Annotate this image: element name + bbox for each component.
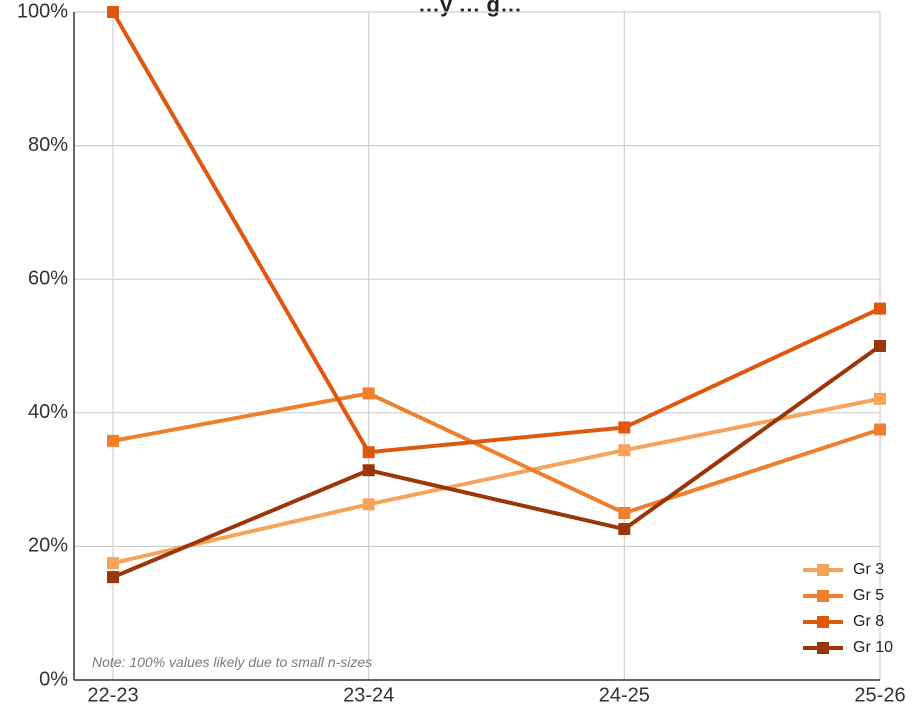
data-point: [874, 302, 886, 315]
data-point: [874, 340, 886, 352]
data-point: [618, 523, 631, 536]
legend-swatch-marker: [817, 564, 829, 576]
y-tick-label: 80%: [28, 134, 68, 156]
x-tick-label: 23-24: [343, 684, 394, 706]
data-point: [107, 434, 119, 447]
legend-swatch-marker: [817, 616, 829, 628]
grid-lines: [74, 11, 881, 680]
axes: 0% 20% 40% 60% 80% 100% 22-23 23-24 24-25 25-26: [17, 0, 906, 706]
legend: Gr 3 Gr 5 Gr 8 Gr 10: [803, 561, 893, 656]
y-tick-label: 60%: [28, 267, 68, 289]
data-point: [362, 464, 375, 477]
data-point: [618, 444, 631, 457]
series-line: [112, 344, 882, 579]
data-point: [618, 507, 631, 519]
y-tick-label: 0%: [39, 668, 68, 690]
data-point: [874, 423, 886, 436]
legend-swatch-marker: [817, 590, 829, 602]
legend-swatch-marker: [817, 642, 829, 654]
data-point: [362, 446, 375, 459]
legend-label: Gr 8: [853, 613, 884, 630]
series-line: [112, 396, 881, 566]
x-tick-label: 24-25: [599, 684, 650, 706]
series-line: [111, 10, 881, 455]
y-tick-label: 40%: [28, 401, 68, 423]
x-tick-label: 25-26: [854, 684, 905, 706]
data-point: [107, 6, 119, 18]
y-tick-label: 100%: [17, 0, 68, 22]
data-point: [107, 571, 119, 584]
data-point: [362, 387, 375, 400]
y-tick-label: 20%: [28, 535, 68, 557]
legend-label: Gr 10: [853, 639, 893, 656]
chart-annotation: Note: 100% values likely due to small n-…: [92, 654, 372, 670]
data-point: [107, 557, 119, 570]
legend-label: Gr 3: [853, 561, 884, 578]
legend-label: Gr 5: [853, 587, 884, 604]
data-point: [618, 421, 631, 434]
x-tick-label: 22-23: [87, 684, 138, 706]
chart-title: …y … g…: [418, 0, 522, 17]
series-layer: [107, 6, 886, 584]
data-point: [874, 392, 886, 405]
series-line: [112, 391, 881, 515]
data-point: [362, 498, 375, 511]
